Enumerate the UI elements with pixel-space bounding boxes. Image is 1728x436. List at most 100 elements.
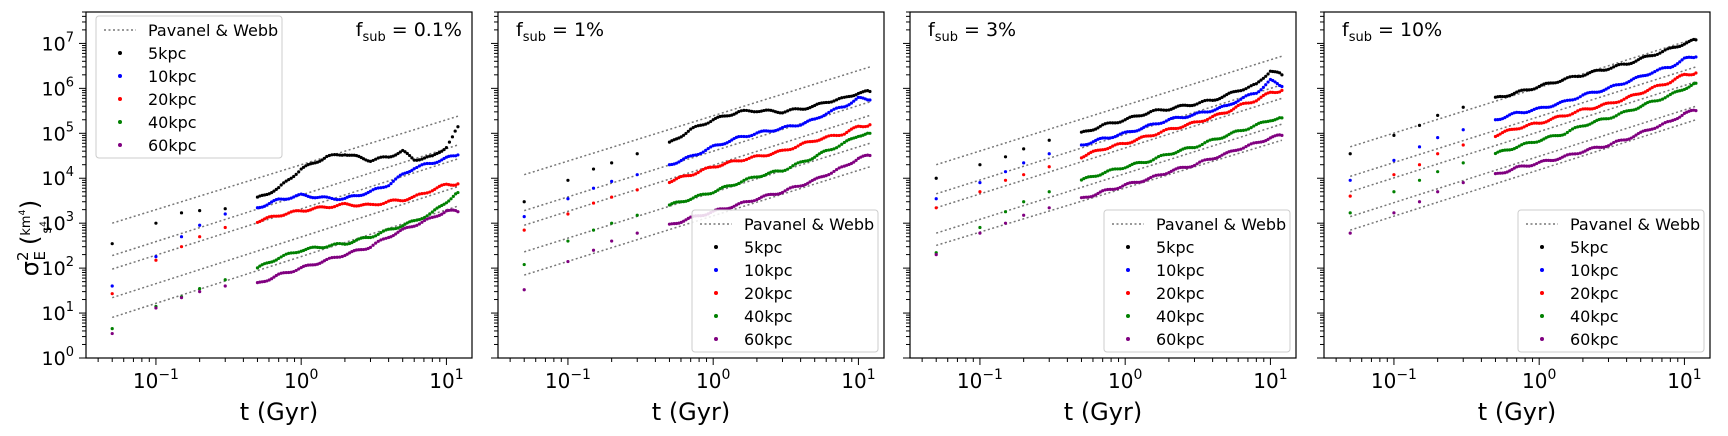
data-point [1500, 130, 1505, 135]
data-point [1573, 74, 1577, 78]
data-point [791, 147, 795, 151]
data-point [744, 199, 749, 204]
data-point [1232, 107, 1236, 111]
data-point [1246, 85, 1251, 89]
data-point [1568, 98, 1572, 102]
legend: Pavanel & Webb 5kpc 10kpc 20kpc 40kpc 60kpc [1103, 209, 1291, 353]
data-point [1560, 78, 1565, 82]
data-point [1154, 122, 1158, 126]
legend-label-40kpc: 40kpc [1570, 307, 1619, 326]
data-point [357, 248, 361, 252]
data-point [1249, 126, 1253, 130]
data-point [398, 199, 402, 203]
data-point [1220, 153, 1224, 157]
data-point [287, 211, 291, 215]
data-point [1609, 101, 1613, 105]
data-point [447, 199, 451, 203]
data-point [1198, 144, 1202, 148]
data-point [371, 202, 375, 207]
data-point [1500, 171, 1505, 175]
data-point [704, 122, 708, 126]
x-tick-base: 10 [429, 369, 454, 393]
data-point [301, 209, 306, 213]
data-point [1259, 78, 1263, 82]
data-point [1239, 89, 1243, 93]
data-point [1493, 172, 1498, 176]
data-point [374, 203, 378, 207]
y-tick-base: 10 [42, 78, 66, 100]
data-point [1436, 113, 1440, 118]
data-point [110, 284, 114, 288]
legend-swatch-40kpc [714, 314, 718, 318]
data-point [522, 228, 526, 232]
legend-label-5kpc: 5kpc [1570, 238, 1608, 257]
data-point [1139, 127, 1144, 131]
data-point [277, 186, 281, 190]
data-point [1244, 128, 1248, 132]
x-tick-exp: 1 [867, 367, 876, 383]
panel-label: fsub = 1% [516, 19, 604, 45]
data-point [1200, 119, 1204, 123]
data-point [837, 133, 841, 138]
data-point [1532, 107, 1536, 111]
data-point [791, 124, 795, 128]
x-tick-label: 10−1 [545, 367, 591, 393]
data-point [1666, 65, 1670, 70]
data-point [1257, 140, 1261, 144]
data-point [1266, 137, 1270, 141]
data-point [1118, 120, 1122, 124]
data-point [322, 205, 327, 209]
data-point [610, 179, 614, 184]
data-point [1047, 138, 1051, 142]
data-point [1515, 110, 1519, 114]
data-point [1273, 90, 1277, 95]
data-point [1208, 138, 1212, 142]
reference-line [935, 139, 1283, 247]
data-point [1149, 122, 1153, 126]
data-point [374, 187, 378, 191]
data-point [635, 213, 639, 217]
data-point [1602, 68, 1606, 72]
data-point [292, 251, 296, 255]
reference-line [935, 55, 1283, 166]
data-point [376, 239, 380, 243]
data-point [1417, 145, 1422, 149]
data-point [1663, 82, 1667, 87]
data-point [1617, 100, 1621, 104]
data-point [282, 271, 286, 275]
data-point [415, 158, 419, 162]
data-point [1178, 103, 1183, 108]
data-point [1252, 100, 1256, 104]
data-point [1116, 142, 1120, 146]
data-point [1246, 101, 1251, 105]
data-point [1195, 120, 1199, 124]
data-point [1222, 104, 1226, 108]
data-point [834, 133, 839, 138]
x-tick-label: 100 [696, 367, 730, 393]
data-point [277, 214, 281, 218]
data-point [684, 218, 688, 222]
data-point [635, 188, 639, 192]
data-point [1515, 165, 1519, 169]
data-point [1632, 135, 1636, 139]
data-point [1089, 174, 1093, 179]
data-point [340, 197, 344, 201]
data-point [1003, 221, 1008, 225]
data-point [762, 154, 766, 158]
data-point [1264, 74, 1268, 78]
data-point [1082, 143, 1086, 147]
data-point [817, 152, 821, 156]
data-point [701, 123, 705, 127]
data-point [1685, 73, 1689, 77]
data-point [739, 180, 743, 184]
data-point [829, 133, 833, 138]
data-point [1003, 170, 1008, 174]
data-point [1280, 84, 1284, 89]
data-point [1082, 155, 1086, 159]
legend-swatch-60kpc [1540, 337, 1544, 341]
data-point [727, 184, 732, 188]
x-tick-exp: 1 [1279, 367, 1288, 383]
data-point [1118, 141, 1122, 146]
data-point [706, 146, 710, 151]
data-point [739, 134, 743, 139]
